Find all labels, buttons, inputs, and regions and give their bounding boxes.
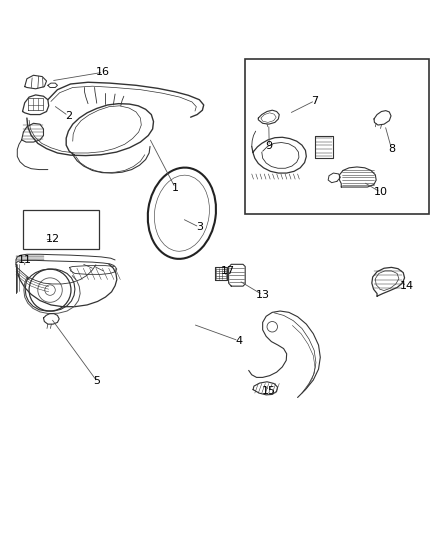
Text: 9: 9 xyxy=(266,141,273,151)
Text: 17: 17 xyxy=(221,266,235,276)
Text: 2: 2 xyxy=(65,111,72,121)
Text: 7: 7 xyxy=(311,95,318,106)
Bar xyxy=(245,59,428,214)
Text: 16: 16 xyxy=(96,67,110,77)
Text: 15: 15 xyxy=(262,386,276,396)
Bar xyxy=(22,210,99,249)
Text: 8: 8 xyxy=(388,143,395,154)
Text: 4: 4 xyxy=(235,336,242,346)
Text: 10: 10 xyxy=(374,187,388,197)
Text: 5: 5 xyxy=(93,376,100,386)
Text: 3: 3 xyxy=(196,222,203,232)
Text: 13: 13 xyxy=(256,290,270,300)
Text: 12: 12 xyxy=(46,235,60,245)
Text: 1: 1 xyxy=(172,183,179,193)
Text: 11: 11 xyxy=(18,255,32,265)
Text: 14: 14 xyxy=(400,281,414,291)
